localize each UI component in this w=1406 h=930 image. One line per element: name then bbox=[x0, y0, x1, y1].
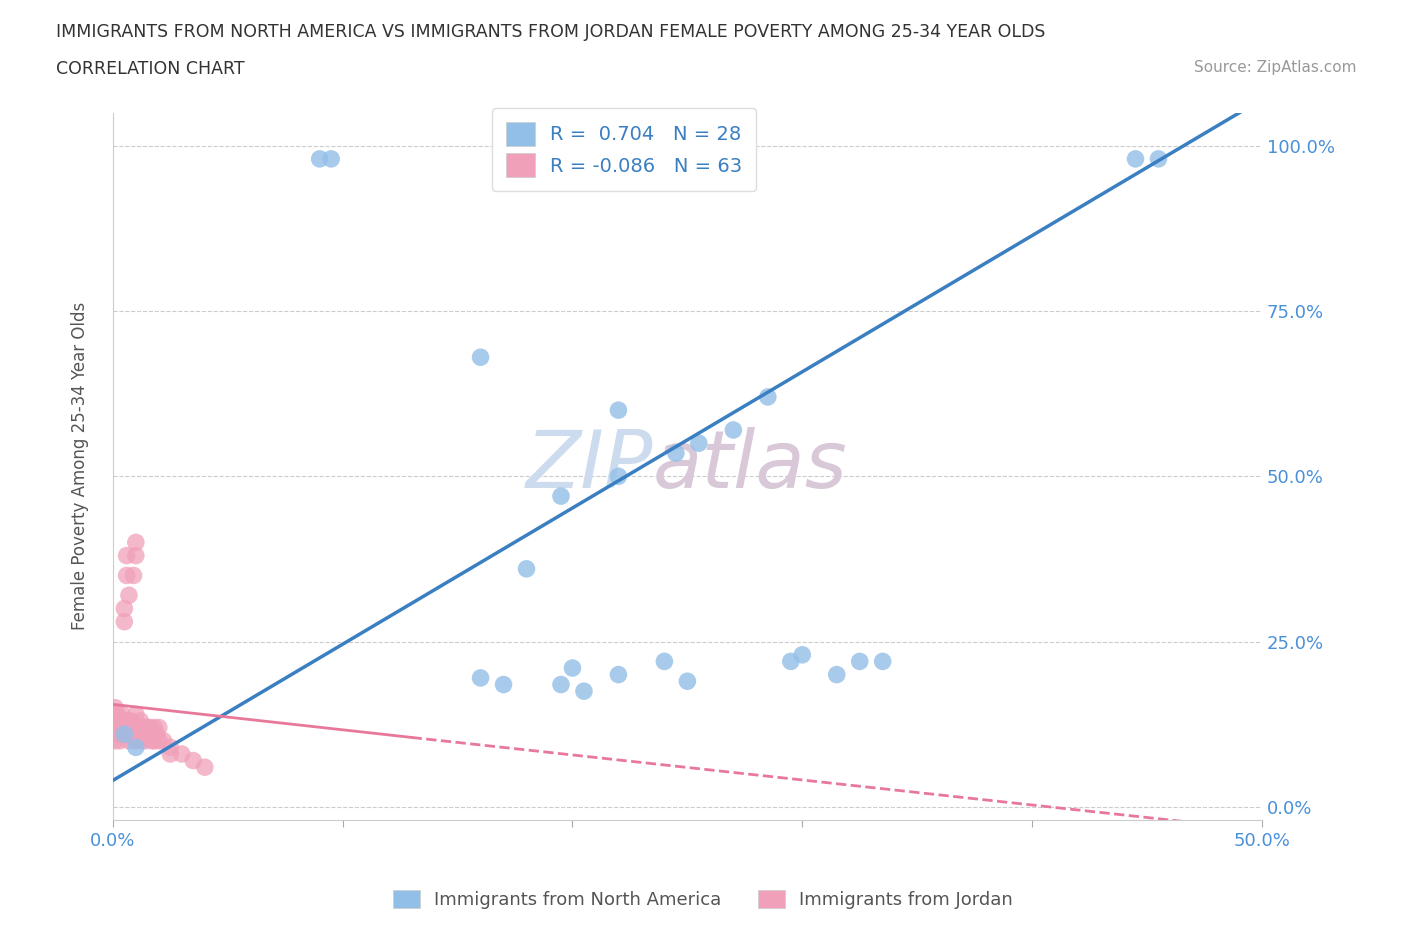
Point bbox=[1147, 152, 1170, 166]
Point bbox=[572, 684, 595, 698]
Point bbox=[111, 726, 134, 741]
Point bbox=[125, 740, 148, 755]
Text: atlas: atlas bbox=[652, 428, 848, 505]
Point bbox=[138, 720, 160, 735]
Point bbox=[159, 740, 181, 755]
Point bbox=[134, 720, 156, 735]
Point bbox=[112, 726, 135, 741]
Point bbox=[129, 713, 152, 728]
Point bbox=[136, 720, 159, 735]
Point bbox=[108, 734, 131, 749]
Point bbox=[148, 720, 170, 735]
Legend: Immigrants from North America, Immigrants from Jordan: Immigrants from North America, Immigrant… bbox=[385, 883, 1021, 916]
Point bbox=[120, 720, 142, 735]
Point bbox=[143, 734, 166, 749]
Point bbox=[550, 677, 572, 692]
Point bbox=[723, 422, 745, 437]
Point bbox=[111, 707, 134, 722]
Point bbox=[122, 568, 145, 583]
Point bbox=[118, 588, 141, 603]
Point bbox=[194, 760, 217, 775]
Point bbox=[141, 734, 163, 749]
Point bbox=[107, 726, 129, 741]
Point bbox=[125, 535, 148, 550]
Point bbox=[321, 152, 343, 166]
Point bbox=[134, 734, 156, 749]
Point bbox=[129, 720, 152, 735]
Point bbox=[607, 469, 630, 484]
Point bbox=[111, 720, 134, 735]
Point bbox=[104, 720, 127, 735]
Legend: R =  0.704   N = 28, R = -0.086   N = 63: R = 0.704 N = 28, R = -0.086 N = 63 bbox=[492, 108, 756, 191]
Point bbox=[181, 753, 204, 768]
Point bbox=[104, 734, 127, 749]
Point bbox=[676, 674, 699, 689]
Point bbox=[515, 562, 537, 577]
Point bbox=[112, 615, 135, 630]
Point bbox=[756, 390, 779, 405]
Point bbox=[779, 654, 801, 669]
Point bbox=[115, 726, 138, 741]
Text: Source: ZipAtlas.com: Source: ZipAtlas.com bbox=[1194, 60, 1357, 75]
Point bbox=[141, 726, 163, 741]
Point bbox=[308, 152, 330, 166]
Point bbox=[107, 707, 129, 722]
Point bbox=[607, 403, 630, 418]
Point bbox=[872, 654, 894, 669]
Point bbox=[688, 436, 710, 451]
Point bbox=[129, 734, 152, 749]
Point bbox=[125, 707, 148, 722]
Point bbox=[112, 713, 135, 728]
Point bbox=[125, 726, 148, 741]
Point bbox=[112, 720, 135, 735]
Point bbox=[120, 713, 142, 728]
Point bbox=[848, 654, 870, 669]
Point bbox=[136, 726, 159, 741]
Point bbox=[118, 726, 141, 741]
Y-axis label: Female Poverty Among 25-34 Year Olds: Female Poverty Among 25-34 Year Olds bbox=[72, 302, 89, 631]
Point bbox=[145, 726, 167, 741]
Point bbox=[104, 700, 127, 715]
Point bbox=[143, 720, 166, 735]
Point bbox=[120, 726, 142, 741]
Point bbox=[122, 726, 145, 741]
Point bbox=[148, 734, 170, 749]
Point bbox=[112, 601, 135, 616]
Point bbox=[108, 713, 131, 728]
Point bbox=[607, 667, 630, 682]
Point bbox=[122, 720, 145, 735]
Point bbox=[792, 647, 814, 662]
Point bbox=[470, 350, 492, 365]
Point bbox=[125, 548, 148, 563]
Point bbox=[104, 726, 127, 741]
Text: CORRELATION CHART: CORRELATION CHART bbox=[56, 60, 245, 78]
Point bbox=[654, 654, 676, 669]
Point bbox=[125, 720, 148, 735]
Point bbox=[550, 488, 572, 503]
Point bbox=[825, 667, 848, 682]
Point bbox=[170, 747, 193, 762]
Point bbox=[132, 720, 155, 735]
Point bbox=[127, 720, 149, 735]
Text: ZIP: ZIP bbox=[526, 428, 652, 505]
Point bbox=[492, 677, 515, 692]
Point bbox=[118, 720, 141, 735]
Text: IMMIGRANTS FROM NORTH AMERICA VS IMMIGRANTS FROM JORDAN FEMALE POVERTY AMONG 25-: IMMIGRANTS FROM NORTH AMERICA VS IMMIGRA… bbox=[56, 23, 1046, 41]
Point bbox=[104, 707, 127, 722]
Point bbox=[115, 568, 138, 583]
Point bbox=[118, 713, 141, 728]
Point bbox=[561, 660, 583, 675]
Point bbox=[127, 726, 149, 741]
Point bbox=[118, 734, 141, 749]
Point bbox=[159, 747, 181, 762]
Point bbox=[132, 726, 155, 741]
Point bbox=[115, 548, 138, 563]
Point bbox=[470, 671, 492, 685]
Point bbox=[125, 734, 148, 749]
Point bbox=[665, 445, 688, 460]
Point bbox=[1125, 152, 1147, 166]
Point bbox=[107, 720, 129, 735]
Point bbox=[152, 734, 174, 749]
Point bbox=[108, 720, 131, 735]
